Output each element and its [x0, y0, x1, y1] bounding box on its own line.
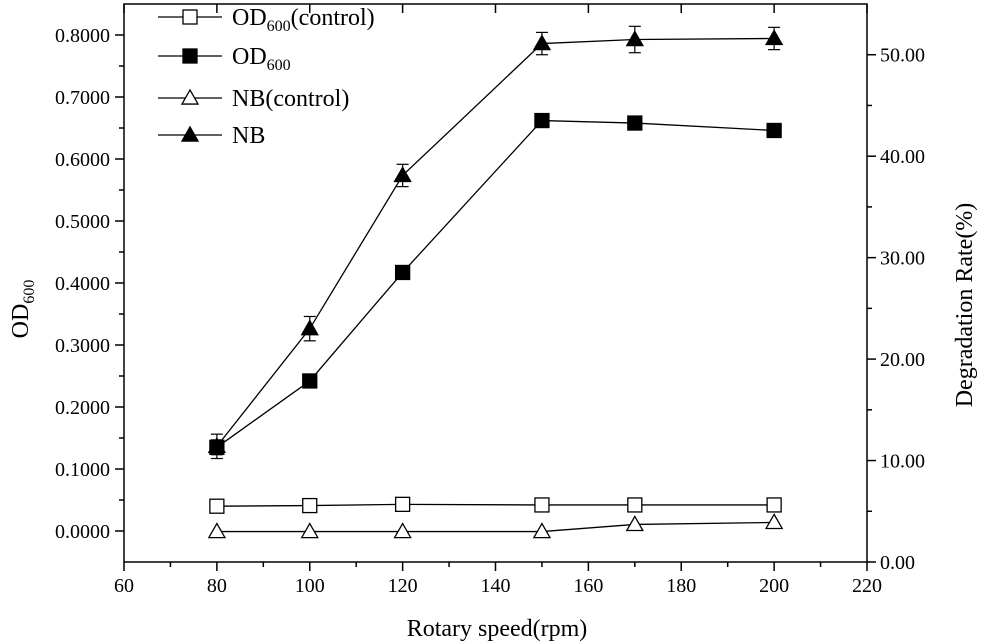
- data-point: [207, 522, 227, 539]
- plot-area: [207, 25, 784, 539]
- series-line: [216, 503, 775, 507]
- legend-item: OD600: [158, 44, 291, 74]
- legend-marker: [180, 125, 200, 142]
- legend-item: NB(control): [158, 86, 349, 112]
- legend-label: NB(control): [232, 86, 349, 112]
- x-tick-label: 80: [207, 575, 227, 597]
- legend-label: OD600(control): [232, 5, 375, 35]
- legend-label: NB: [232, 123, 265, 149]
- data-point: [627, 497, 643, 513]
- left-y-tick-label: 0.2000: [55, 397, 110, 419]
- data-point: [393, 522, 412, 539]
- right-y-tick-label: 40.00: [880, 146, 925, 168]
- series-line: [216, 37, 775, 447]
- x-tick-label: 120: [388, 575, 418, 597]
- legend-label-base: OD: [232, 44, 267, 70]
- legend-label-suffix: (control): [291, 5, 375, 31]
- right-y-tick-label: 10.00: [880, 451, 925, 473]
- left-y-tick-label: 0.8000: [55, 25, 110, 47]
- data-point: [302, 497, 318, 514]
- left-y-tick-label: 0.5000: [55, 211, 110, 233]
- legend-label: OD600: [232, 44, 291, 74]
- legend-label-base: NB(control): [232, 86, 349, 112]
- data-point: [300, 319, 319, 336]
- x-tick-label: 140: [481, 575, 511, 597]
- left-y-tick-label: 0.6000: [55, 149, 110, 171]
- right-y-tick-label: 20.00: [880, 349, 925, 371]
- data-point: [766, 122, 782, 139]
- data-point: [209, 498, 225, 514]
- axes: 60 80 100 120 140 160 180 200 220 0.0000 0.1000 0.2…: [55, 3, 925, 597]
- legend-label-sub: 600: [267, 57, 291, 74]
- legend-item: OD600(control): [158, 5, 375, 35]
- series-line: [216, 521, 775, 533]
- data-point: [766, 497, 782, 513]
- left-y-tick-label: 0.7000: [55, 87, 110, 109]
- data-point: [532, 522, 552, 539]
- series-nb-control-: [207, 513, 784, 539]
- left-y-axis-title-base: OD: [8, 304, 34, 339]
- legend-label-base: OD: [232, 5, 267, 31]
- x-tick-label: 160: [573, 575, 603, 597]
- data-point: [625, 30, 644, 47]
- data-point: [534, 497, 550, 513]
- x-tick-label: 220: [852, 575, 882, 597]
- left-y-axis-title-sub: 600: [21, 280, 38, 304]
- right-y-tick-label: 0.00: [880, 552, 915, 574]
- x-axis-title: Rotary speed(rpm): [407, 616, 588, 642]
- data-point: [300, 522, 319, 539]
- x-tick-label: 180: [666, 575, 696, 597]
- data-point: [764, 513, 784, 530]
- series-od600-control-: [209, 496, 782, 514]
- left-y-axis-title: OD600: [8, 280, 38, 339]
- data-point: [302, 373, 318, 389]
- data-point: [534, 112, 550, 129]
- legend-item: NB: [158, 123, 265, 149]
- data-point: [207, 436, 227, 454]
- data-point: [532, 34, 552, 51]
- series-nb: [207, 25, 784, 460]
- x-tick-label: 200: [759, 575, 789, 597]
- legend-marker: [180, 88, 200, 105]
- data-point: [393, 166, 412, 183]
- legend-label-base: NB: [232, 123, 265, 149]
- legend-marker: [182, 9, 198, 25]
- left-y-tick-label: 0.3000: [55, 335, 110, 357]
- x-tick-label: 60: [114, 575, 134, 597]
- legend-marker: [182, 48, 198, 64]
- left-y-tick-label: 0.4000: [55, 273, 110, 295]
- legend-label-sub: 600: [267, 18, 291, 35]
- series-od600: [209, 112, 782, 456]
- right-y-axis-title: Degradation Rate(%): [952, 203, 978, 408]
- series-line: [216, 119, 775, 448]
- left-y-tick-label: 0.1000: [55, 459, 110, 481]
- data-point: [764, 29, 784, 46]
- right-y-tick-label: 50.00: [880, 45, 925, 67]
- left-y-tick-label: 0.0000: [55, 521, 110, 543]
- x-tick-label: 100: [295, 575, 325, 597]
- data-point: [625, 515, 644, 532]
- data-point: [627, 115, 643, 131]
- right-y-tick-label: 30.00: [880, 248, 925, 270]
- data-point: [394, 264, 411, 281]
- data-point: [394, 496, 411, 512]
